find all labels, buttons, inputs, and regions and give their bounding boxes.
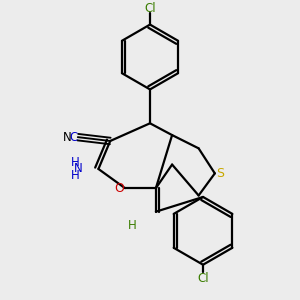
Text: H: H	[70, 156, 79, 169]
Text: O: O	[115, 182, 124, 195]
Text: H: H	[70, 169, 79, 182]
Text: Cl: Cl	[197, 272, 209, 285]
Text: S: S	[216, 167, 224, 180]
Text: N: N	[74, 163, 82, 176]
Text: Cl: Cl	[144, 2, 156, 16]
Text: H: H	[128, 219, 137, 232]
Text: C: C	[69, 130, 77, 144]
Text: N: N	[62, 130, 71, 144]
